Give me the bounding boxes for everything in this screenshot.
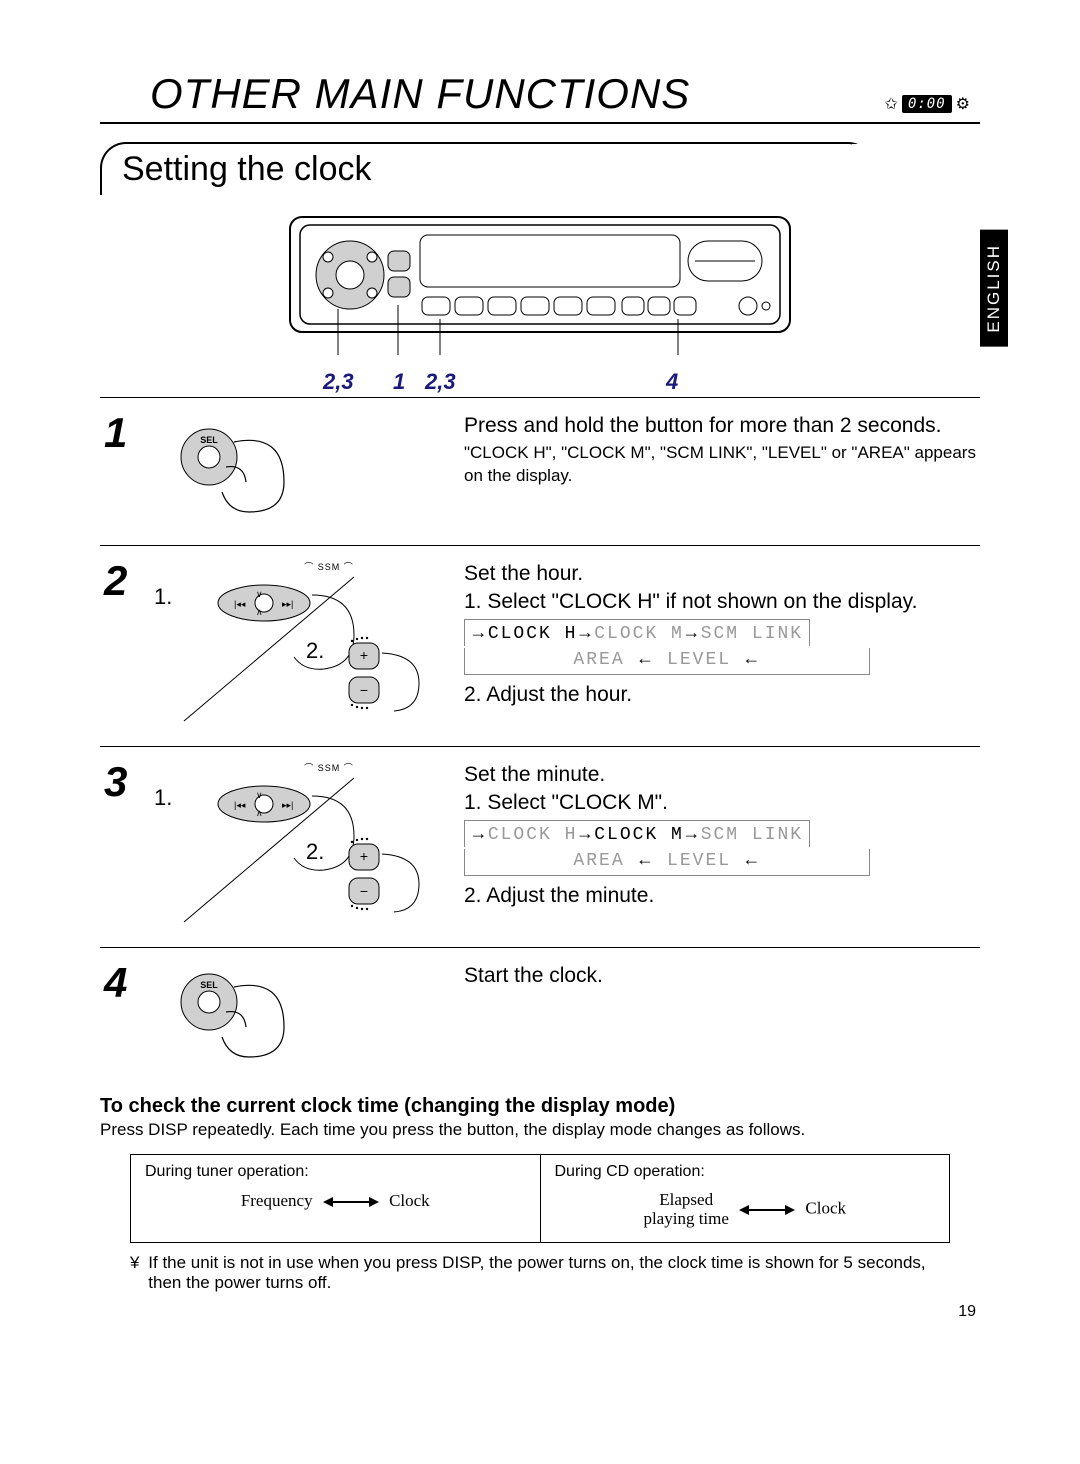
section-title: Setting the clock: [122, 150, 371, 188]
bullet-icon: ¥: [130, 1253, 148, 1293]
svg-text:∧: ∧: [256, 808, 263, 818]
tuner-a: Frequency: [241, 1191, 313, 1210]
tuner-b: Clock: [389, 1191, 430, 1210]
step-1-num: 1: [100, 412, 154, 527]
double-arrow-icon: [739, 1205, 795, 1215]
step-3-line2: 2. Adjust the minute.: [464, 882, 980, 910]
step-3-figure: 1. 2. ⌒ SSM ⌒ |◂◂ ▸▸| ∨ ∧ + −: [154, 761, 464, 929]
display-mode-section: To check the current clock time (changin…: [100, 1095, 980, 1293]
step-2-line2: 2. Adjust the hour.: [464, 681, 980, 709]
svg-text:|◂◂: |◂◂: [234, 800, 246, 810]
seg-level: LEVEL: [667, 650, 731, 670]
callout-d: 4: [666, 369, 678, 395]
tuner-mode: During tuner operation: Frequency Clock: [131, 1155, 541, 1242]
svg-text:∧: ∧: [256, 607, 263, 617]
svg-text:+: +: [360, 647, 368, 663]
tuner-heading: During tuner operation:: [145, 1163, 526, 1181]
header-row: OTHER MAIN FUNCTIONS ✩ 0:00 ⚙: [100, 70, 980, 124]
cd-b: Clock: [805, 1199, 846, 1218]
step-3: 3 1. 2. ⌒ SSM ⌒ |◂◂ ▸▸| ∨ ∧ + −: [100, 747, 980, 948]
svg-text:▸▸|: ▸▸|: [282, 599, 293, 609]
cd-mode: During CD operation: Elapsed playing tim…: [541, 1155, 950, 1242]
svg-text:SEL: SEL: [200, 980, 218, 990]
callout-b: 1: [393, 369, 405, 395]
ssm-label: SSM: [318, 562, 341, 572]
step-2-seg: →CLOCK H→CLOCK M→SCM LINK AREA ← LEVEL ←: [464, 617, 980, 676]
step-3-seg: →CLOCK H→CLOCK M→SCM LINK AREA ← LEVEL ←: [464, 818, 980, 877]
page-title: OTHER MAIN FUNCTIONS: [150, 70, 690, 118]
ssm-label-3: SSM: [318, 763, 341, 773]
step-3-num: 3: [100, 761, 154, 929]
sel-label: SEL: [200, 435, 218, 445]
svg-text:▸▸|: ▸▸|: [282, 800, 293, 810]
seg3-scm: SCM LINK: [701, 825, 803, 845]
svg-text:∨: ∨: [256, 589, 263, 599]
step-2-title: Set the hour.: [464, 560, 980, 588]
step-1-title: Press and hold the button for more than …: [464, 412, 980, 440]
svg-text:|◂◂: |◂◂: [234, 599, 246, 609]
footnote: ¥ If the unit is not in use when you pre…: [130, 1253, 950, 1293]
step-4-figure: SEL: [154, 962, 464, 1067]
section-title-box: Setting the clock: [100, 142, 874, 195]
seg-scm: SCM LINK: [701, 624, 803, 644]
language-tab: ENGLISH: [980, 230, 1008, 347]
badge-time: 0:00: [902, 95, 952, 113]
step-4-title: Start the clock.: [464, 962, 980, 990]
cd-a2: playing time: [643, 1209, 728, 1228]
step-2: 2 1. 2. ⌒ SSM ⌒ |◂◂ ▸▸| ∨ ∧ + −: [100, 546, 980, 747]
callout-a: 2,3: [323, 369, 354, 395]
cd-heading: During CD operation:: [555, 1163, 936, 1181]
step-1: 1 SEL Press and hold the button for more…: [100, 398, 980, 546]
step-3-line1: 1. Select "CLOCK M".: [464, 789, 980, 817]
callout-c: 2,3: [425, 369, 456, 395]
display-mode-para: Press DISP repeatedly. Each time you pre…: [100, 1120, 980, 1140]
seg3-clockm: CLOCK M: [594, 825, 684, 845]
step-4-num: 4: [100, 962, 154, 1067]
step-2-line1: 1. Select "CLOCK H" if not shown on the …: [464, 588, 980, 616]
step-4: 4 SEL Start the clock.: [100, 948, 980, 1085]
seg-area: AREA: [573, 650, 624, 670]
svg-text:−: −: [360, 682, 368, 698]
seg-clockm: CLOCK M: [594, 624, 684, 644]
cd-a1: Elapsed: [659, 1190, 713, 1209]
callout-row: 2,3 1 2,3 4: [100, 361, 980, 398]
step-2-figure: 1. 2. ⌒ SSM ⌒ |◂◂ ▸▸| ∨ ∧ + −: [154, 560, 464, 728]
display-mode-heading: To check the current clock time (changin…: [100, 1095, 980, 1118]
svg-text:∨: ∨: [256, 790, 263, 800]
step-1-sub: "CLOCK H", "CLOCK M", "SCM LINK", "LEVEL…: [464, 442, 980, 488]
footnote-text: If the unit is not in use when you press…: [148, 1253, 950, 1293]
double-arrow-icon: [323, 1197, 379, 1207]
radio-diagram: [280, 207, 800, 357]
clock-badge: ✩ 0:00 ⚙: [885, 94, 970, 114]
seg3-level: LEVEL: [667, 851, 731, 871]
seg3-area: AREA: [573, 851, 624, 871]
svg-text:−: −: [360, 883, 368, 899]
seg3-clockh: CLOCK H: [488, 825, 578, 845]
seg-clockh: CLOCK H: [488, 624, 578, 644]
svg-text:+: +: [360, 848, 368, 864]
step-1-figure: SEL: [154, 412, 464, 527]
step-2-num: 2: [100, 560, 154, 728]
mode-box: During tuner operation: Frequency Clock …: [130, 1154, 950, 1243]
radio-figure: [100, 207, 980, 357]
page-number: 19: [100, 1303, 980, 1321]
star-icon: ✩: [885, 94, 898, 114]
gear-icon: ⚙: [956, 94, 970, 114]
step-3-title: Set the minute.: [464, 761, 980, 789]
